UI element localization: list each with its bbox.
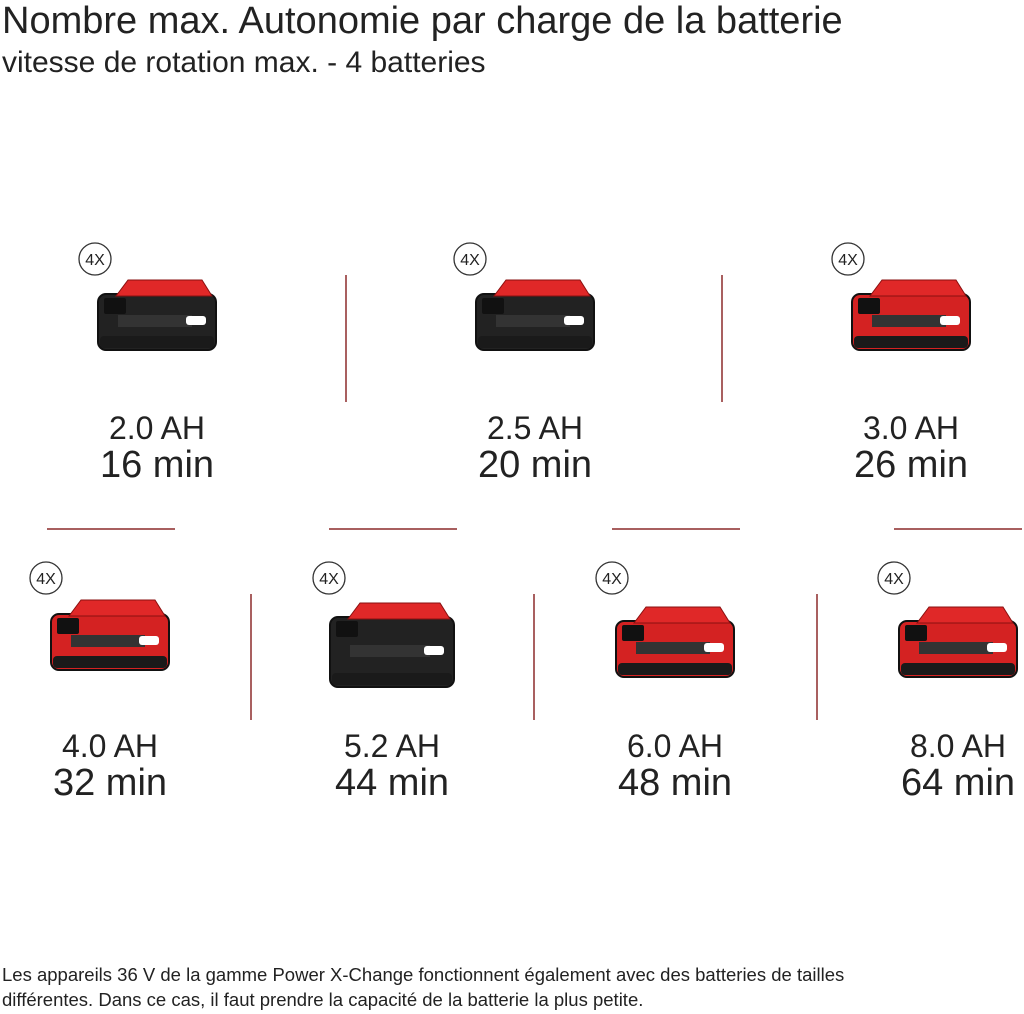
battery-label [496,315,570,327]
capacity: 2.5 AH [487,410,583,446]
battery-base [332,673,452,685]
battery-slot [57,618,79,634]
badge-circle [312,561,346,595]
battery-image [851,279,971,351]
battery-slot [858,298,880,314]
battery-base [53,656,167,668]
battery-top [916,606,1014,624]
battery-image [97,279,217,351]
footnote-line: différentes. Dans ce cas, il faut prendr… [2,989,643,1010]
battery-label [71,635,145,647]
runtime: 32 min [53,762,167,804]
battery-top [68,599,166,617]
capacity: 3.0 AH [863,410,959,446]
battery-logo [987,643,1007,652]
capacity: 5.2 AH [344,728,440,764]
battery-logo [424,646,444,655]
badge-circle [78,242,112,276]
subtitle: vitesse de rotation max. - 4 batteries [2,46,486,79]
battery-label [350,645,430,657]
battery-base [901,663,1015,675]
footnote-line: Les appareils 36 V de la gamme Power X-C… [2,964,844,985]
battery-top [347,602,451,620]
battery-slot [622,625,644,641]
badge-circle [595,561,629,595]
badge-circle [453,242,487,276]
capacity: 8.0 AH [910,728,1006,764]
battery-image [475,279,595,351]
battery-top [869,279,967,297]
battery-label [636,642,710,654]
runtime: 16 min [100,444,214,486]
battery-image [615,606,735,678]
runtime: 64 min [901,762,1015,804]
badge: 4X [884,571,904,588]
battery-slot [336,621,358,637]
battery-label [872,315,946,327]
battery-label [118,315,192,327]
battery-logo [940,316,960,325]
battery-base [618,663,732,675]
battery-image [329,602,455,688]
runtime: 20 min [478,444,592,486]
battery-logo [564,316,584,325]
battery-base [100,336,214,348]
runtime: 48 min [618,762,732,804]
capacity: 4.0 AH [62,728,158,764]
battery-top [633,606,731,624]
badge: 4X [85,252,105,269]
badge: 4X [460,252,480,269]
runtime: 26 min [854,444,968,486]
battery-slot [905,625,927,641]
runtime: 44 min [335,762,449,804]
battery-base [854,336,968,348]
battery-label [919,642,993,654]
badge: 4X [838,252,858,269]
battery-image [898,606,1018,678]
badge: 4X [602,571,622,588]
badge-circle [831,242,865,276]
battery-base [478,336,592,348]
capacity: 2.0 AH [109,410,205,446]
battery-logo [186,316,206,325]
badge-circle [877,561,911,595]
battery-top [493,279,591,297]
badge: 4X [36,571,56,588]
title: Nombre max. Autonomie par charge de la b… [2,0,843,42]
battery-image [50,599,170,671]
battery-slot [104,298,126,314]
badge: 4X [319,571,339,588]
capacity: 6.0 AH [627,728,723,764]
battery-slot [482,298,504,314]
battery-logo [139,636,159,645]
battery-logo [704,643,724,652]
badge-circle [29,561,63,595]
battery-top [115,279,213,297]
